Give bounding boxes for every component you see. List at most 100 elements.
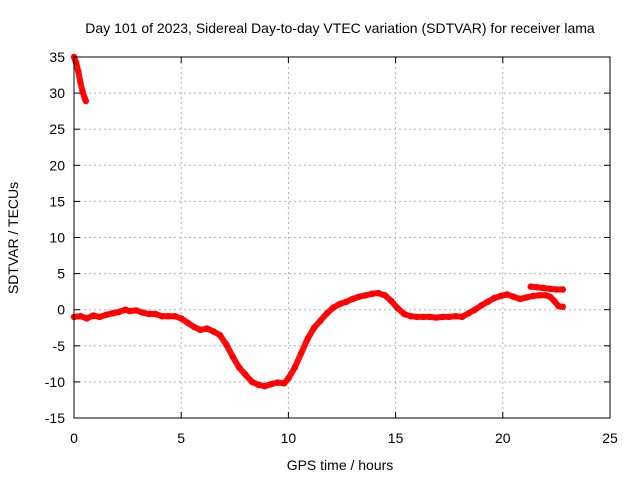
data-point (407, 313, 414, 320)
data-point (216, 331, 223, 339)
data-point (103, 311, 110, 318)
data-point (471, 306, 479, 313)
y-tick-label: -10 (45, 374, 65, 390)
x-tick-label: 0 (70, 430, 78, 446)
y-tick-label: 5 (57, 266, 65, 282)
data-point (310, 324, 318, 331)
data-point (465, 310, 472, 317)
chart-title: Day 101 of 2023, Sidereal Day-to-day VTE… (85, 20, 595, 36)
y-tick-label: 35 (49, 49, 65, 65)
data-point (388, 297, 395, 305)
data-point (497, 292, 504, 300)
data-point (178, 315, 185, 322)
data-point (356, 293, 363, 300)
data-point (82, 97, 90, 105)
y-tick-label: 30 (49, 85, 65, 101)
data-point (268, 380, 275, 388)
data-point (426, 313, 434, 321)
data-point (559, 303, 566, 310)
y-tick-label: -15 (45, 410, 65, 426)
data-point (336, 300, 344, 308)
data-point (559, 286, 566, 293)
x-tick-label: 25 (602, 430, 618, 446)
x-tick-label: 15 (388, 430, 404, 446)
y-tick-label: 15 (49, 193, 65, 209)
data-point (510, 293, 517, 300)
data-point (291, 364, 298, 371)
data-point (401, 310, 408, 318)
y-axis-title: SDTVAR / TECUs (5, 182, 21, 294)
data-point (330, 304, 337, 311)
data-point (248, 378, 256, 386)
data-point (343, 298, 350, 305)
data-point (109, 310, 116, 317)
data-point (533, 284, 541, 291)
data-point (255, 381, 262, 388)
y-tick-label: 25 (49, 121, 65, 137)
data-point (433, 314, 440, 321)
data-point (375, 289, 382, 297)
data-point (503, 291, 511, 298)
data-point (484, 298, 491, 305)
data-point (546, 293, 554, 300)
data-point (368, 290, 376, 297)
data-point (115, 308, 123, 316)
data-point (139, 309, 146, 316)
data-point (317, 317, 324, 324)
data-point (527, 283, 534, 290)
data-point (261, 383, 268, 390)
axis-ticks (73, 56, 611, 419)
data-points (70, 53, 566, 390)
data-point (523, 294, 530, 301)
y-tick-label: 0 (57, 302, 65, 318)
data-point (274, 379, 281, 386)
data-point (362, 292, 369, 299)
data-point (551, 297, 558, 305)
data-point (536, 292, 543, 299)
y-tick-label: 20 (49, 157, 65, 173)
data-point (323, 310, 331, 317)
data-point (478, 302, 485, 309)
y-tick-label: -5 (53, 338, 66, 354)
data-point (540, 284, 547, 292)
data-point (280, 380, 288, 387)
data-point (413, 313, 421, 321)
data-point (304, 335, 311, 342)
data-point (446, 313, 453, 321)
data-point (242, 371, 249, 378)
data-point (83, 315, 91, 322)
x-tick-label: 20 (495, 430, 511, 446)
data-point (152, 310, 159, 318)
data-point (77, 79, 84, 86)
data-point (203, 325, 211, 332)
series-line-main-segment (71, 290, 566, 390)
data-point (77, 313, 84, 320)
data-point (75, 68, 82, 75)
data-point (235, 364, 243, 371)
data-point (439, 313, 446, 321)
data-point (197, 326, 204, 334)
data-point (420, 313, 427, 321)
data-point (96, 313, 103, 321)
data-point (171, 313, 178, 320)
data-point (126, 307, 133, 315)
data-point (349, 295, 356, 303)
data-point (529, 292, 536, 300)
data-point (546, 285, 554, 292)
data-point (298, 349, 305, 357)
data-point (229, 353, 236, 360)
grid-lines (74, 57, 610, 418)
data-point (210, 328, 217, 335)
x-axis-title: GPS time / hours (287, 457, 394, 473)
x-tick-label: 5 (177, 430, 185, 446)
data-point (458, 313, 466, 321)
data-point (394, 305, 401, 312)
data-point (145, 310, 153, 318)
data-point (381, 292, 389, 299)
data-point (165, 313, 172, 320)
data-point (79, 88, 86, 95)
data-point (184, 319, 191, 326)
tick-labels: 0 5 10 15 20 25 -15 -10 -5 0 5 10 15 20 25 30 35 (45, 49, 618, 446)
data-point (90, 312, 97, 319)
